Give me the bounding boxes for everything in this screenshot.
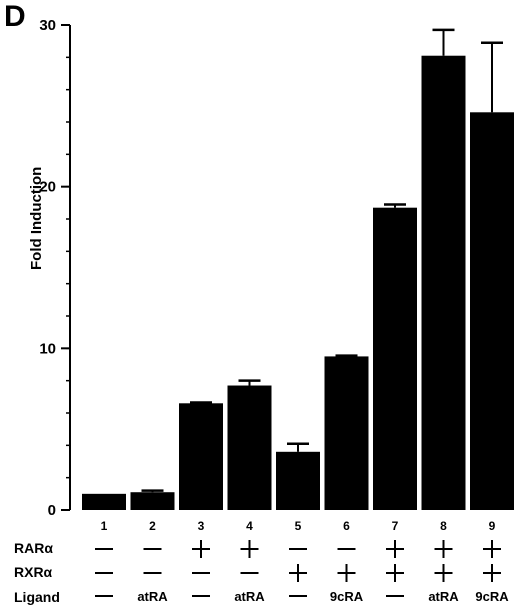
bar bbox=[470, 112, 514, 511]
bar bbox=[179, 403, 223, 510]
bar bbox=[82, 493, 126, 510]
y-tick-label: 0 bbox=[48, 502, 56, 519]
bar bbox=[130, 492, 175, 510]
lane-number: 9 bbox=[489, 519, 496, 533]
bar bbox=[324, 356, 369, 510]
row-label-rar: RARα bbox=[14, 540, 53, 556]
y-tick-label: 20 bbox=[39, 179, 56, 196]
lane-number: 3 bbox=[198, 519, 205, 533]
bar bbox=[227, 385, 272, 510]
ligand-label: atRA bbox=[137, 589, 168, 604]
bar bbox=[373, 207, 417, 510]
lane-number: 5 bbox=[295, 519, 302, 533]
panel-label: D bbox=[4, 0, 26, 33]
lane-number: 6 bbox=[343, 519, 350, 533]
ligand-label: 9cRA bbox=[330, 589, 364, 604]
lane-number: 4 bbox=[246, 519, 253, 533]
lane-number: 1 bbox=[101, 519, 108, 533]
ligand-label: 9cRA bbox=[475, 589, 509, 604]
ligand-label: atRA bbox=[428, 589, 459, 604]
row-label-rxr: RXRα bbox=[14, 564, 53, 580]
bar bbox=[276, 451, 320, 510]
lane-number: 8 bbox=[440, 519, 447, 533]
row-label-ligand: Ligand bbox=[14, 589, 60, 605]
lane-number: 2 bbox=[149, 519, 156, 533]
ligand-label: atRA bbox=[234, 589, 265, 604]
lane-number: 7 bbox=[392, 519, 399, 533]
bar bbox=[421, 55, 466, 510]
y-tick-label: 10 bbox=[39, 340, 56, 357]
y-tick-label: 30 bbox=[39, 17, 56, 34]
